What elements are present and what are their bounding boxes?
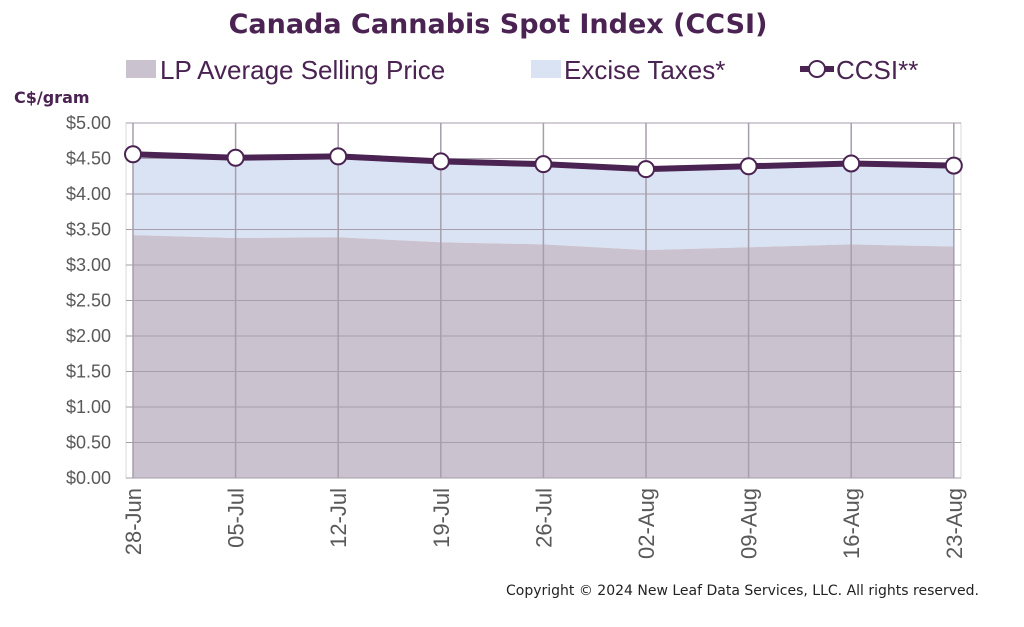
x-tick-label: 28-Jun	[121, 488, 146, 555]
horizontal-gridlines	[126, 122, 961, 479]
ccsi-point	[226, 148, 245, 167]
x-tick-label: 09-Aug	[737, 488, 762, 559]
legend-label-ccsi: CCSI**	[836, 55, 918, 85]
ccsi-point	[637, 160, 655, 179]
legend-swatch-excise	[531, 60, 561, 78]
x-tick-labels: 28-Jun 05-Jul 12-Jul 19-Jul 26-Jul 02-Aug 09-A…	[121, 488, 967, 559]
legend-label-lp: LP Average Selling Price	[160, 55, 445, 85]
x-tick-label: 26-Jul	[531, 488, 556, 548]
legend-swatch-lp	[126, 60, 156, 78]
x-tick-label: 12-Jul	[326, 488, 351, 548]
y-tick-label: $1.50	[66, 362, 111, 382]
legend-label-excise: Excise Taxes*	[564, 55, 725, 85]
y-tick-labels: $0.00 $0.50 $1.00 $1.50 $2.00 $2.50 $3.00 $3.50…	[66, 113, 111, 488]
y-tick-label: $3.00	[66, 255, 111, 275]
y-tick-label: $2.50	[66, 291, 111, 311]
y-tick-label: $2.00	[66, 326, 111, 346]
y-tick-label: $4.50	[66, 149, 111, 169]
legend-marker-ccsi	[808, 60, 826, 78]
copyright-text: Copyright © 2024 New Leaf Data Services,…	[506, 583, 979, 599]
ccsi-point	[739, 157, 758, 176]
ccsi-point	[329, 147, 348, 166]
ccsi-point	[842, 154, 861, 173]
chart-title: Canada Cannabis Spot Index (CCSI)	[229, 9, 768, 40]
x-tick-label: 23-Aug	[942, 488, 967, 559]
x-tick-label: 05-Jul	[224, 488, 249, 548]
y-tick-label: $0.00	[66, 468, 111, 488]
ccsi-point	[124, 145, 142, 164]
legend: LP Average Selling Price Excise Taxes* C…	[126, 55, 918, 85]
ccsi-point	[431, 152, 450, 171]
y-tick-label: $0.50	[66, 433, 111, 453]
y-tick-label: $5.00	[66, 113, 111, 133]
y-tick-label: $4.00	[66, 184, 111, 204]
ccsi-line-series	[124, 145, 963, 179]
x-tick-label: 02-Aug	[634, 488, 659, 559]
ccsi-point	[944, 156, 963, 175]
y-tick-label: $1.00	[66, 397, 111, 417]
y-axis-label: C$/gram	[14, 88, 90, 107]
x-tick-label: 19-Jul	[429, 488, 454, 548]
x-tick-label: 16-Aug	[839, 488, 864, 559]
y-tick-label: $3.50	[66, 220, 111, 240]
ccsi-point	[534, 155, 553, 174]
